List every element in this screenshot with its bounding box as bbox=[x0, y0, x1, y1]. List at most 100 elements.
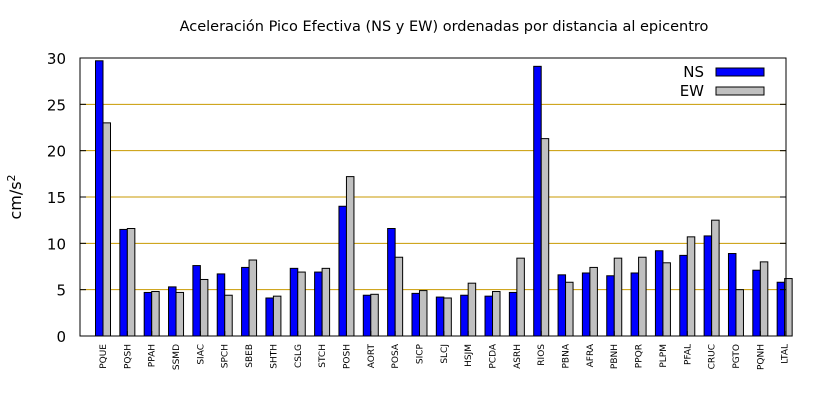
bar-ew-rios bbox=[540, 138, 550, 337]
bar-ns-posh bbox=[338, 205, 347, 337]
x-tick-label: PQNH bbox=[756, 344, 766, 370]
bar-ns-hsjm bbox=[460, 294, 469, 337]
bar-ew-posa bbox=[394, 256, 404, 337]
y-tick-label: 10 bbox=[47, 235, 66, 253]
bar-ew-pgto bbox=[735, 289, 744, 337]
x-tick-label: POSH bbox=[342, 344, 352, 369]
x-tick-label: LTAL bbox=[781, 344, 791, 364]
y-axis-label: cm/s2 bbox=[5, 174, 25, 219]
x-tick-label: SLCJ bbox=[440, 344, 450, 364]
y-tick-label: 5 bbox=[56, 282, 66, 300]
bar-ns-pbna bbox=[557, 274, 567, 337]
bar-ew-pqsh bbox=[126, 228, 136, 337]
y-tick-label: 15 bbox=[47, 189, 66, 207]
bar-ew-cruc bbox=[711, 219, 720, 337]
bar-ns-plpm bbox=[654, 250, 664, 337]
bar-ew-hsjm bbox=[467, 282, 477, 337]
bar-ns-cslg bbox=[289, 267, 299, 337]
y-axis-label-superscript: 2 bbox=[5, 174, 18, 181]
bar-ew-ppqr bbox=[638, 256, 647, 337]
x-tick-label: PLPM bbox=[659, 344, 669, 368]
y-tick-label: 20 bbox=[47, 143, 66, 161]
x-tick-label: CSLG bbox=[294, 344, 304, 368]
bars bbox=[95, 60, 793, 337]
x-tick-label: PPQR bbox=[635, 344, 645, 368]
bar-ew-pqnh bbox=[759, 261, 769, 337]
x-tick-label: AFRA bbox=[586, 343, 596, 367]
x-tick-label: SHTH bbox=[269, 344, 279, 369]
bar-ew-ltal bbox=[784, 278, 793, 337]
bar-ns-siac bbox=[192, 265, 201, 337]
bar-ew-pfal bbox=[686, 236, 696, 337]
x-tick-label: HSJM bbox=[464, 344, 474, 367]
x-tick-label: PQSH bbox=[123, 344, 133, 369]
bar-ns-posa bbox=[387, 228, 396, 337]
bar-ns-asrh bbox=[508, 291, 518, 337]
x-tick-label: CRUC bbox=[708, 344, 718, 369]
x-tick-label: SICP bbox=[415, 343, 425, 364]
legend-label-ns: NS bbox=[683, 63, 704, 81]
bar-ew-slcj bbox=[443, 297, 452, 337]
bar-ew-sbeb bbox=[248, 259, 258, 337]
bar-ew-plpm bbox=[662, 262, 671, 337]
x-tick-label: PCDA bbox=[489, 343, 499, 368]
x-tick-label: PQUE bbox=[99, 344, 109, 369]
bar-ew-pbna bbox=[565, 281, 574, 337]
bar-ns-pqsh bbox=[119, 228, 128, 337]
bar-ew-pque bbox=[102, 122, 111, 337]
bar-ew-stch bbox=[321, 267, 331, 337]
x-tick-label: STCH bbox=[318, 344, 328, 368]
bar-ns-sicp bbox=[411, 292, 420, 337]
bar-ns-pfal bbox=[679, 254, 688, 337]
x-tick-label: SIAC bbox=[196, 344, 206, 365]
bar-ns-pbnh bbox=[606, 275, 615, 337]
bar-ew-pbnh bbox=[613, 257, 623, 337]
y-tick-label: 25 bbox=[47, 96, 66, 114]
x-tick-label: AORT bbox=[367, 344, 377, 369]
x-tick-label: RIOS bbox=[537, 344, 547, 366]
x-tick-label: PBNA bbox=[562, 343, 572, 368]
bar-ew-posh bbox=[345, 176, 355, 337]
y-tick-label: 0 bbox=[56, 328, 66, 346]
legend-swatch-ew bbox=[715, 86, 765, 96]
bar-ns-pqnh bbox=[752, 269, 761, 337]
bar-ns-pque bbox=[95, 60, 104, 337]
x-tick-label: PGTO bbox=[732, 344, 742, 369]
bar-ew-shth bbox=[272, 295, 282, 337]
bar-ew-siac bbox=[199, 278, 209, 337]
bar-ew-spch bbox=[224, 294, 233, 337]
x-tick-label: ASRH bbox=[513, 344, 523, 369]
bar-ns-shth bbox=[265, 297, 274, 337]
bar-ew-cslg bbox=[297, 271, 306, 337]
chart-title: Aceleración Pico Efectiva (NS y EW) orde… bbox=[180, 19, 709, 35]
x-tick-label: SPCH bbox=[221, 344, 231, 368]
x-tick-label: PPAH bbox=[148, 344, 158, 367]
bar-ns-ppah bbox=[143, 291, 153, 337]
bar-ns-rios bbox=[533, 65, 542, 337]
bar-ew-asrh bbox=[516, 257, 525, 337]
y-tick-label: 30 bbox=[47, 50, 66, 68]
x-ticks: PQUE PQSH PPAH SSMD SIAC SPCH SBEB SHTH CSLG STCH… bbox=[99, 331, 791, 370]
legend-label-ew: EW bbox=[680, 82, 704, 100]
bar-ns-ltal bbox=[776, 281, 786, 337]
bar-ns-pcda bbox=[484, 295, 494, 337]
bar-ew-ppah bbox=[151, 291, 160, 337]
bar-ew-pcda bbox=[492, 291, 501, 337]
legend-swatch-ns bbox=[715, 67, 765, 77]
bar-ns-ppqr bbox=[630, 272, 640, 337]
y-ticks: 0 5 10 15 20 25 30 bbox=[47, 50, 786, 346]
x-tick-label: PBNH bbox=[610, 344, 620, 369]
bar-ns-pgto bbox=[727, 253, 737, 337]
bar-ew-afra bbox=[589, 266, 598, 337]
bar-ew-ssmd bbox=[175, 291, 185, 337]
x-tick-label: SSMD bbox=[172, 344, 182, 370]
x-tick-label: SBEB bbox=[245, 344, 255, 368]
bar-ns-spch bbox=[216, 273, 226, 337]
bar-ns-aort bbox=[362, 294, 372, 337]
bar-ns-sbeb bbox=[241, 266, 250, 337]
bar-ew-sicp bbox=[418, 290, 428, 337]
bar-ns-stch bbox=[314, 271, 323, 337]
